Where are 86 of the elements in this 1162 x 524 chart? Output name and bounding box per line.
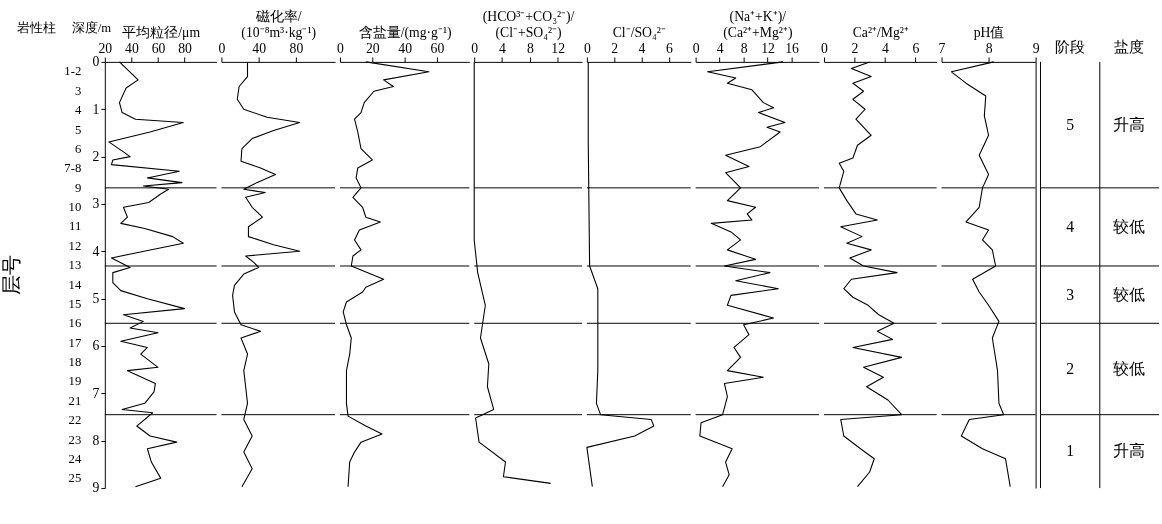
y-tick-label: 1 (92, 101, 100, 117)
category-label: 阶段 (1055, 38, 1086, 55)
x-tick-label: 12 (761, 40, 776, 56)
text: 升高 (1113, 115, 1146, 133)
x-tick-label: 2 (851, 40, 859, 56)
category-label: 盐度 (1114, 38, 1145, 55)
y-tick-label: 5 (92, 291, 100, 307)
x-tick-label: 0 (471, 40, 479, 56)
x-axis-title: Cl⁻/SO₄²⁻ (612, 24, 666, 40)
x-tick-label: 4 (881, 40, 889, 56)
text: 16 (68, 316, 82, 331)
text: 11 (69, 219, 82, 234)
y-tick-label: 8 (92, 433, 100, 449)
text: 10 (68, 200, 82, 215)
x-axis-title: 磁化率/ (10⁻⁸m³·kg⁻¹) (241, 9, 317, 41)
text: 15 (68, 296, 82, 311)
y-tick-label: 6 (92, 338, 100, 354)
y-tick-label: 4 (92, 243, 100, 259)
x-tick-label: 20 (98, 40, 113, 56)
x-tick-label: 60 (430, 40, 445, 56)
x-axis-title: (HCO³⁻+CO₃²⁻)/ (Cl⁻+SO₄²⁻) (482, 9, 575, 41)
text: 4 (74, 103, 82, 118)
text: 较低 (1113, 285, 1146, 303)
x-axis-title: 含盐量/(mg·g⁻¹) (358, 24, 452, 41)
x-tick-label: 8 (740, 40, 748, 56)
text: 23 (68, 432, 82, 447)
text: 3 (74, 83, 82, 98)
text: 13 (68, 258, 82, 273)
x-tick-label: 7 (938, 40, 946, 56)
x-tick-label: 60 (151, 40, 166, 56)
x-tick-label: 0 (692, 40, 700, 56)
x-tick-label: 40 (125, 40, 139, 56)
text: 17 (68, 335, 82, 350)
text: 9 (74, 180, 82, 195)
text: 24 (68, 451, 82, 466)
text: 5 (1066, 115, 1075, 133)
x-tick-label: 0 (218, 40, 226, 56)
text: 5 (74, 122, 82, 137)
x-tick-label: 80 (178, 40, 193, 56)
text: 22 (68, 413, 82, 428)
text: 较低 (1113, 359, 1146, 377)
x-tick-label: 8 (985, 40, 993, 56)
text: 2 (1066, 359, 1075, 377)
text: 14 (68, 277, 82, 292)
x-axis-title: pH值 (973, 24, 1005, 40)
text: 7-8 (64, 161, 82, 176)
x-tick-label: 8 (526, 40, 534, 56)
x-tick-label: 0 (583, 40, 591, 56)
text: 1-2 (64, 64, 82, 79)
y-tick-label: 3 (92, 196, 100, 212)
x-tick-label: 4 (638, 40, 646, 56)
x-tick-label: 6 (912, 40, 920, 56)
text: 12 (68, 238, 82, 253)
text: 21 (68, 393, 82, 408)
x-axis-title: Ca²⁺/Mg²⁺ (852, 24, 909, 40)
text: 18 (68, 355, 82, 370)
y-tick-label: 2 (92, 149, 100, 164)
y-tick-label: 9 (92, 480, 100, 496)
x-tick-label: 16 (785, 40, 800, 56)
x-tick-label: 4 (499, 40, 507, 56)
text: 19 (68, 374, 82, 389)
x-tick-label: 0 (337, 40, 345, 56)
text: 升高 (1113, 442, 1146, 460)
y-tick-label: 7 (92, 385, 100, 401)
x-axis-title: 平均粒径/μm (122, 24, 201, 40)
text: 4 (1066, 217, 1075, 235)
x-tick-label: 2 (611, 40, 619, 56)
text: 3 (1066, 285, 1075, 303)
x-tick-label: 0 (821, 40, 829, 56)
x-tick-label: 80 (289, 40, 304, 56)
text: 1 (1066, 442, 1075, 460)
x-tick-label: 40 (252, 40, 267, 56)
x-tick-label: 4 (716, 40, 724, 56)
text: 岩性柱 (16, 20, 56, 35)
text: 较低 (1113, 217, 1146, 235)
x-tick-label: 9 (1032, 40, 1040, 56)
x-tick-label: 12 (551, 40, 566, 56)
x-tick-label: 20 (365, 40, 380, 56)
text: 25 (68, 471, 82, 486)
y-axis-title: 深度/m (71, 20, 112, 35)
x-axis-title: (Na⁺+K⁺)/ (Ca²⁺+Mg²⁺) (723, 9, 793, 41)
x-tick-label: 6 (665, 40, 673, 56)
text: 6 (74, 141, 82, 156)
text: 层号 (0, 254, 22, 295)
y-tick-label: 0 (92, 54, 100, 70)
x-tick-label: 40 (398, 40, 413, 56)
